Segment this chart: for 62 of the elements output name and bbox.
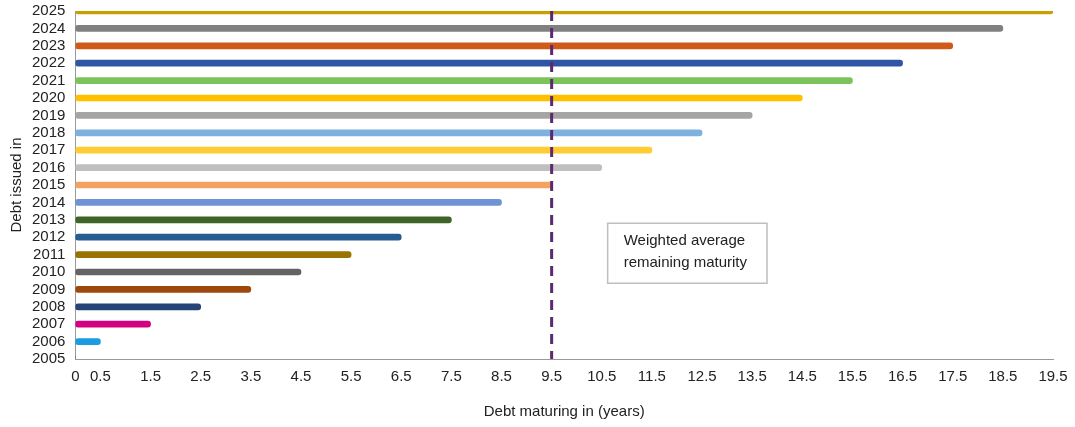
x-tick-label: 7.5 bbox=[440, 367, 462, 385]
bar bbox=[75, 251, 352, 258]
y-tick-label: 2006 bbox=[31, 331, 66, 349]
x-tick-label: 9.5 bbox=[541, 367, 563, 385]
x-tick-label: 0.5 bbox=[90, 367, 111, 385]
y-tick-label: 2021 bbox=[31, 70, 66, 88]
bar bbox=[75, 268, 302, 276]
y-tick-label: 2023 bbox=[31, 35, 66, 53]
bar bbox=[75, 181, 552, 189]
bar bbox=[75, 233, 402, 241]
x-tick-label: 14.5 bbox=[787, 367, 817, 385]
bar bbox=[75, 94, 803, 102]
bar bbox=[75, 77, 853, 84]
y-tick-label: 2011 bbox=[33, 244, 66, 262]
y-tick-label: 2008 bbox=[31, 296, 66, 314]
y-tick-label: 2018 bbox=[31, 122, 66, 140]
x-tick-label: 0 bbox=[71, 367, 80, 385]
y-tick-label: 2009 bbox=[31, 279, 66, 297]
y-tick-label: 2025 bbox=[31, 1, 66, 19]
y-tick-label: 2020 bbox=[31, 88, 66, 106]
x-tick-label: 17.5 bbox=[938, 367, 968, 385]
x-tick-label: 4.5 bbox=[290, 367, 312, 385]
y-tick-label: 2019 bbox=[31, 105, 66, 123]
y-tick-label: 2012 bbox=[31, 227, 66, 245]
y-tick-label: 2017 bbox=[31, 140, 66, 158]
x-tick-label: 5.5 bbox=[340, 367, 362, 385]
x-tick-label: 12.5 bbox=[687, 367, 717, 385]
y-tick-label: 2013 bbox=[31, 209, 66, 227]
x-tick-label: 6.5 bbox=[390, 367, 412, 385]
x-tick-label: 19.5 bbox=[1038, 367, 1068, 385]
y-tick-label: 2024 bbox=[31, 18, 66, 36]
y-tick-label: 2014 bbox=[31, 192, 66, 210]
x-tick-label: 15.5 bbox=[837, 367, 868, 385]
bar bbox=[75, 303, 202, 311]
y-tick-label: 2015 bbox=[31, 175, 66, 193]
y-tick-label: 2010 bbox=[31, 262, 66, 280]
bar bbox=[75, 164, 603, 171]
x-tick-label: 16.5 bbox=[887, 367, 918, 385]
x-axis-title: Debt maturing in (years) bbox=[483, 402, 645, 420]
y-tick-label: 2005 bbox=[31, 349, 66, 367]
x-tick-label: 3.5 bbox=[240, 367, 262, 385]
bar bbox=[75, 129, 703, 137]
y-tick-label: 2022 bbox=[31, 53, 66, 71]
bar bbox=[75, 320, 151, 328]
x-tick-label: 10.5 bbox=[587, 367, 617, 385]
bar bbox=[75, 59, 903, 67]
x-tick-label: 11.5 bbox=[637, 367, 666, 385]
bar bbox=[75, 25, 1004, 32]
bar bbox=[75, 199, 502, 206]
bar bbox=[75, 42, 954, 50]
annotation: Weighted average remaining maturity bbox=[623, 230, 748, 270]
bar bbox=[75, 286, 252, 293]
y-axis-title: Debt issued in bbox=[7, 137, 25, 233]
x-tick-label: 13.5 bbox=[737, 367, 767, 385]
x-tick-label: 18.5 bbox=[988, 367, 1018, 385]
y-tick-label: 2016 bbox=[31, 157, 66, 175]
x-tick-label: 2.5 bbox=[190, 367, 212, 385]
y-tick-label: 2007 bbox=[31, 314, 66, 332]
bar bbox=[75, 216, 452, 224]
x-tick-label: 1.5 bbox=[140, 367, 161, 385]
bar bbox=[75, 146, 653, 154]
x-tick-label: 8.5 bbox=[491, 367, 512, 385]
